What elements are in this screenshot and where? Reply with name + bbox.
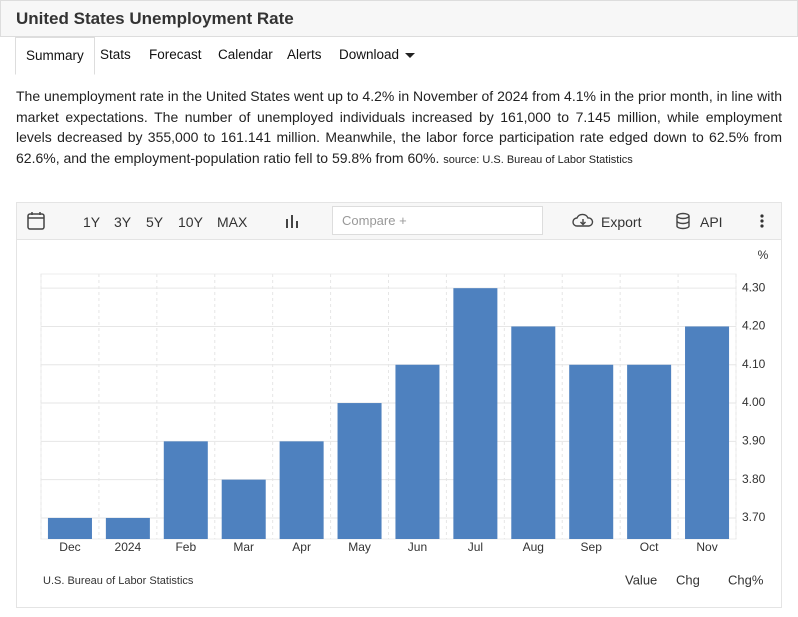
x-tick-label: Nov: [696, 540, 717, 554]
bar: [337, 403, 382, 539]
header: United States Unemployment Rate: [0, 0, 798, 37]
x-tick-label: Jun: [408, 540, 427, 554]
x-tick-label: Jul: [468, 540, 483, 554]
view-toggle[interactable]: Chg: [676, 572, 700, 587]
export-icon[interactable]: [572, 213, 594, 229]
y-tick-label: 3.90: [742, 434, 766, 448]
chart-source: U.S. Bureau of Labor Statistics: [43, 575, 194, 587]
bar: [453, 288, 498, 539]
export-button[interactable]: Export: [601, 214, 642, 230]
tab[interactable]: Summary: [15, 37, 95, 75]
y-tick-label: 4.20: [742, 319, 766, 333]
view-toggle[interactable]: Chg%: [728, 572, 764, 587]
tab[interactable]: Download: [329, 37, 423, 73]
toolbar: 1Y 3Y 5Y 10Y MAX Compare + Export API: [17, 203, 781, 240]
y-tick-label: 4.30: [742, 280, 766, 294]
x-tick-label: Sep: [581, 540, 603, 554]
x-tick-label: Dec: [59, 540, 80, 554]
y-tick-label: 3.80: [742, 472, 766, 486]
bar: [279, 441, 324, 539]
tab[interactable]: Stats: [100, 47, 131, 62]
page-title: United States Unemployment Rate: [16, 9, 294, 28]
tab[interactable]: Calendar: [218, 47, 273, 62]
chart-panel: 1Y 3Y 5Y 10Y MAX Compare + Export API % 3…: [16, 202, 782, 608]
bar: [105, 517, 150, 539]
bar: [221, 479, 266, 539]
bar: [47, 517, 92, 539]
tab[interactable]: Forecast: [149, 47, 202, 62]
view-toggle[interactable]: Value: [625, 572, 657, 587]
bar: [627, 364, 672, 539]
y-tick-label: 4.10: [742, 357, 766, 371]
bar: [163, 441, 208, 539]
chart-type-icon[interactable]: [284, 213, 300, 229]
range-button[interactable]: 10Y: [178, 214, 203, 230]
x-tick-label: Feb: [175, 540, 196, 554]
api-icon[interactable]: [675, 212, 691, 230]
compare-input[interactable]: Compare +: [332, 206, 543, 235]
x-tick-label: Apr: [292, 540, 311, 554]
bar: [511, 326, 556, 539]
range-button[interactable]: 5Y: [146, 214, 164, 230]
caret: [405, 53, 416, 58]
x-tick-label: 2024: [115, 540, 142, 554]
x-tick-label: Aug: [523, 540, 544, 554]
x-tick-label: Oct: [640, 540, 659, 554]
api-button[interactable]: API: [700, 214, 723, 230]
range-button[interactable]: 1Y: [83, 214, 101, 230]
more-menu[interactable]: [759, 214, 765, 230]
bar: [395, 364, 440, 539]
bar: [685, 326, 730, 539]
y-tick-label: 4.00: [742, 395, 766, 409]
chart: % 3.70 3.80 3.90 4.00 4.10 4.20 4.30 Dec 2024 Feb M…: [40, 248, 769, 587]
tab-label: Download: [339, 47, 400, 62]
x-tick-label: Mar: [233, 540, 254, 554]
bar: [569, 364, 614, 539]
description-text: The unemployment rate in the United Stat…: [16, 88, 782, 166]
calendar-icon[interactable]: [26, 211, 46, 231]
range-button[interactable]: 3Y: [114, 214, 132, 230]
range-button[interactable]: MAX: [217, 214, 248, 230]
source-note: source: U.S. Bureau of Labor Statistics: [443, 153, 633, 166]
x-tick-label: May: [348, 540, 371, 554]
tab[interactable]: Alerts: [287, 47, 322, 62]
y-unit: %: [758, 248, 769, 262]
y-tick-label: 3.70: [742, 510, 766, 524]
description: The unemployment rate in the United Stat…: [16, 86, 782, 170]
